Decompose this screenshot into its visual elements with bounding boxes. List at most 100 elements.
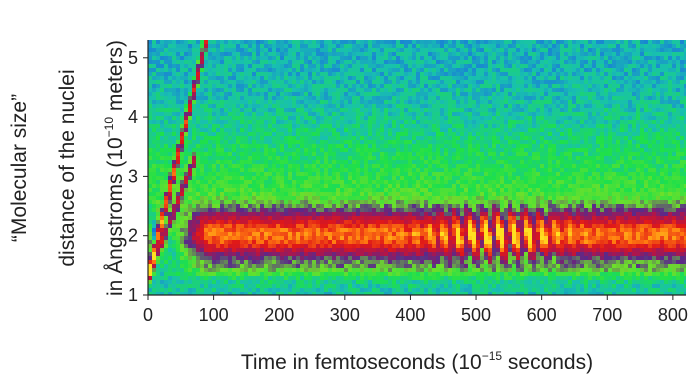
heatmap-cell (304, 200, 309, 205)
heatmap-cell (452, 84, 457, 89)
heatmap-cell (340, 96, 345, 101)
heatmap-cell (332, 108, 337, 113)
heatmap-cell (192, 144, 197, 149)
heatmap-cell (320, 224, 325, 229)
heatmap-cell (260, 200, 265, 205)
heatmap-cell (268, 60, 273, 65)
heatmap-cell (284, 60, 289, 65)
heatmap-cell (396, 108, 401, 113)
heatmap-cell (224, 132, 229, 137)
heatmap-cell (420, 184, 425, 189)
heatmap-cell (376, 196, 381, 201)
heatmap-cell (356, 124, 361, 129)
heatmap-cell (408, 244, 413, 249)
heatmap-cell (284, 72, 289, 77)
heatmap-cell (292, 292, 297, 295)
heatmap-cell (300, 88, 305, 93)
heatmap-cell (352, 272, 357, 277)
heatmap-cell (200, 88, 205, 93)
heatmap-cell (416, 40, 421, 45)
heatmap-cell (360, 268, 365, 273)
heatmap-cell (320, 232, 325, 237)
heatmap-cell (208, 148, 213, 153)
heatmap-cell (348, 52, 353, 57)
heatmap-cell (160, 116, 165, 121)
heatmap-cell (296, 80, 301, 85)
heatmap-cell (308, 152, 313, 157)
heatmap-cell (380, 228, 385, 233)
heatmap-cell (388, 184, 393, 189)
heatmap-cell (424, 232, 429, 237)
heatmap-cell (232, 252, 237, 257)
heatmap-cell (244, 116, 249, 121)
heatmap-cell (236, 164, 241, 169)
heatmap-cell (164, 192, 169, 197)
heatmap-cell (440, 284, 445, 289)
heatmap-cell (220, 92, 225, 97)
heatmap-cell (164, 120, 169, 125)
heatmap-cell (348, 184, 353, 189)
heatmap-cell (200, 224, 205, 229)
heatmap-cell (448, 80, 453, 85)
heatmap-cell (280, 176, 285, 181)
heatmap-cell (432, 292, 437, 295)
heatmap-cell (380, 224, 385, 229)
heatmap-cell (216, 44, 221, 49)
heatmap-cell (336, 196, 341, 201)
heatmap-cell (436, 240, 441, 245)
heatmap-cell (244, 68, 249, 73)
heatmap-cell (308, 180, 313, 185)
heatmap-cell (184, 84, 189, 89)
heatmap-cell (396, 192, 401, 197)
heatmap-cell (164, 196, 169, 201)
heatmap-cell (284, 100, 289, 105)
heatmap-cell (308, 172, 313, 177)
heatmap-cell (256, 288, 261, 293)
heatmap-cell (392, 188, 397, 193)
heatmap-cell (240, 52, 245, 57)
heatmap-cell (256, 144, 261, 149)
heatmap-cell (288, 116, 293, 121)
heatmap-cell (340, 160, 345, 165)
heatmap-cell (360, 156, 365, 161)
heatmap-cell (240, 112, 245, 117)
heatmap-cell (328, 256, 333, 261)
heatmap-cell (204, 244, 209, 249)
heatmap-cell (328, 104, 333, 109)
heatmap-cell (336, 72, 341, 77)
heatmap-cell (308, 44, 313, 49)
heatmap-cell (456, 132, 461, 137)
heatmap-cell (268, 136, 273, 141)
heatmap-cell (308, 200, 313, 205)
heatmap-cell (184, 88, 189, 93)
heatmap-cell (288, 168, 293, 173)
heatmap-cell (200, 196, 205, 201)
heatmap-cell (356, 80, 361, 85)
heatmap-cell (392, 136, 397, 141)
heatmap-cell (172, 76, 177, 81)
heatmap-cell (384, 260, 389, 265)
heatmap-cell (392, 80, 397, 85)
heatmap-cell (160, 124, 165, 129)
heatmap-cell (224, 128, 229, 133)
heatmap-cell (396, 284, 401, 289)
heatmap-cell (388, 192, 393, 197)
heatmap-cell (176, 48, 181, 53)
heatmap-cell (352, 88, 357, 93)
heatmap-cell (160, 168, 165, 173)
heatmap-cell (260, 104, 265, 109)
heatmap-cell (340, 132, 345, 137)
heatmap-cell (416, 236, 421, 241)
heatmap-cell (384, 72, 389, 77)
heatmap-cell (316, 172, 321, 177)
heatmap-cell (324, 64, 329, 69)
heatmap-cell (304, 232, 309, 237)
heatmap-cell (272, 136, 277, 141)
heatmap-cell (148, 272, 153, 277)
heatmap-cell (304, 248, 309, 253)
heatmap-cell (404, 60, 409, 65)
heatmap-cell (308, 52, 313, 57)
heatmap-cell (180, 104, 185, 109)
heatmap-cell (284, 280, 289, 285)
heatmap-cell (456, 96, 461, 101)
